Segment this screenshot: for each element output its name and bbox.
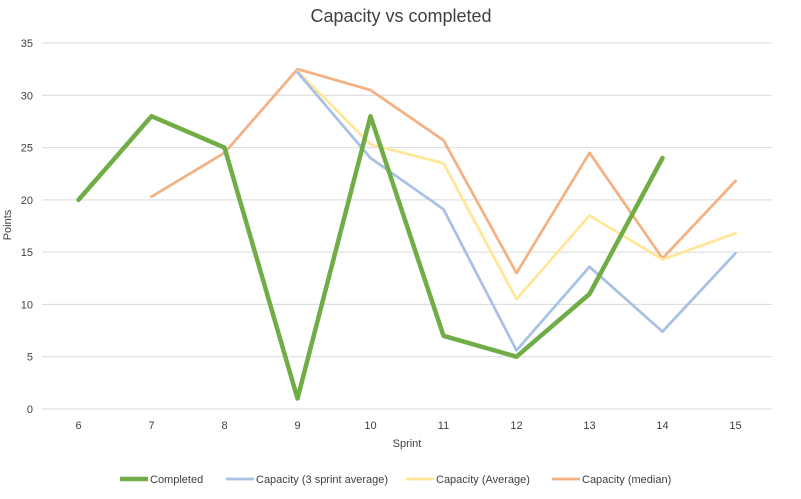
x-tick-label: 7 xyxy=(148,420,154,432)
x-tick-label: 13 xyxy=(583,420,595,432)
x-axis-ticks: 6 7 8 9 10 11 12 13 14 15 xyxy=(75,420,741,432)
legend-label: Capacity (Average) xyxy=(436,474,530,486)
legend-label: Completed xyxy=(150,474,203,486)
y-axis-label: Points xyxy=(2,209,14,240)
x-tick-label: 9 xyxy=(294,420,300,432)
series-line-completed xyxy=(76,113,665,401)
series-line-capacity-3-sprint-average xyxy=(296,70,737,352)
x-axis-label: Sprint xyxy=(393,438,422,450)
x-tick-label: 10 xyxy=(364,420,376,432)
chart-legend: Completed Capacity (3 sprint average) Capa… xyxy=(120,474,671,486)
series-line-capacity-average xyxy=(296,69,737,301)
y-tick-label: 5 xyxy=(27,352,33,364)
y-tick-label: 35 xyxy=(21,38,33,50)
x-tick-label: 12 xyxy=(510,420,522,432)
y-tick-label: 0 xyxy=(27,404,33,416)
x-tick-label: 15 xyxy=(729,420,741,432)
y-tick-label: 15 xyxy=(21,247,33,259)
gridlines xyxy=(42,42,772,410)
x-tick-label: 11 xyxy=(438,420,449,432)
y-tick-label: 25 xyxy=(21,143,33,155)
x-tick-label: 8 xyxy=(221,420,227,432)
x-tick-label: 14 xyxy=(656,420,668,432)
x-tick-label: 6 xyxy=(75,420,81,432)
legend-label: Capacity (median) xyxy=(582,474,671,486)
chart-title: Capacity vs completed xyxy=(310,6,491,26)
series-lines xyxy=(76,67,737,401)
y-axis-ticks: 0 5 10 15 20 25 30 35 xyxy=(21,38,33,416)
y-tick-label: 20 xyxy=(21,195,33,207)
series-line-capacity-median xyxy=(150,67,737,275)
y-tick-label: 10 xyxy=(21,299,33,311)
y-tick-label: 30 xyxy=(21,90,33,102)
legend-label: Capacity (3 sprint average) xyxy=(256,474,388,486)
